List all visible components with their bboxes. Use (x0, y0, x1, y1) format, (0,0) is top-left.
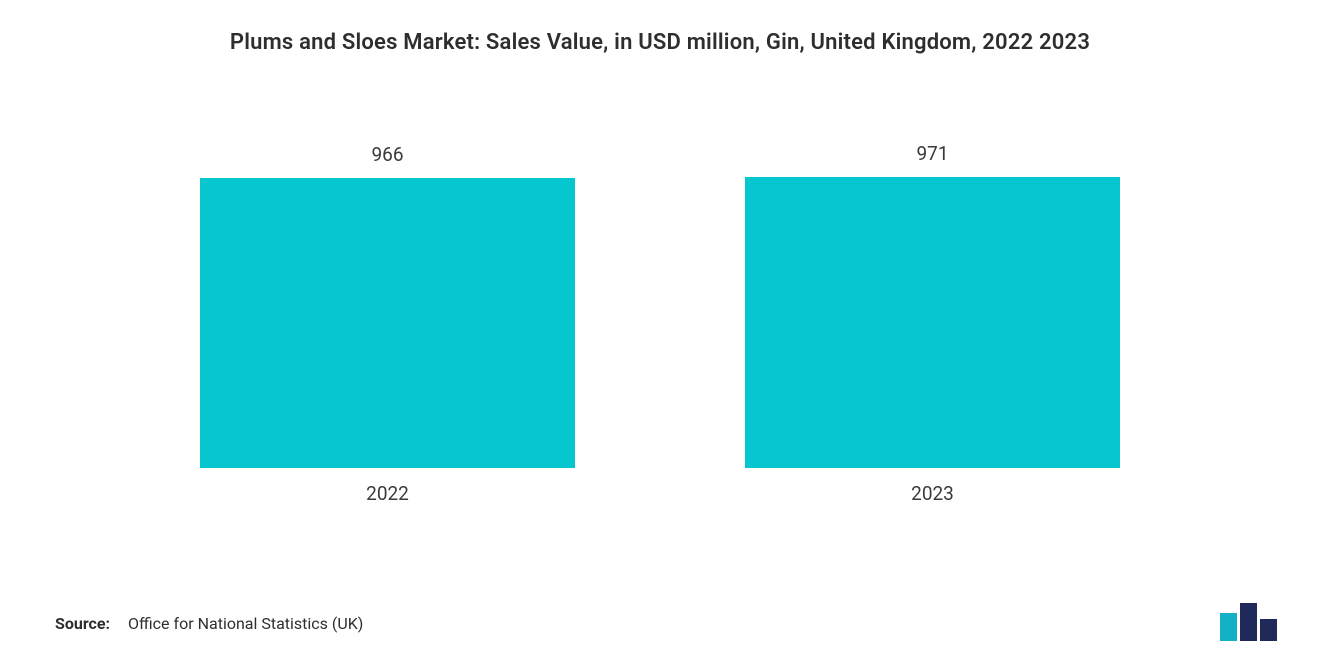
bar-value-label: 966 (371, 143, 403, 166)
brand-logo (1220, 603, 1278, 641)
bar-category-label: 2023 (911, 482, 954, 505)
bar-group: 966 2022 (128, 143, 648, 505)
source-text: Office for National Statistics (UK) (128, 614, 363, 633)
chart-title: Plums and Sloes Market: Sales Value, in … (55, 30, 1265, 55)
chart-container: Plums and Sloes Market: Sales Value, in … (0, 0, 1320, 665)
bar-category-label: 2022 (366, 482, 409, 505)
source-attribution: Source: Office for National Statistics (… (55, 614, 363, 633)
bar-group: 971 2023 (673, 142, 1193, 505)
bar (745, 177, 1119, 468)
mi-logo-icon (1220, 603, 1278, 641)
bar-value-label: 971 (916, 142, 948, 165)
bar (200, 178, 574, 468)
chart-plot-area: 966 2022 971 2023 (115, 145, 1205, 505)
source-label: Source: (55, 614, 110, 633)
